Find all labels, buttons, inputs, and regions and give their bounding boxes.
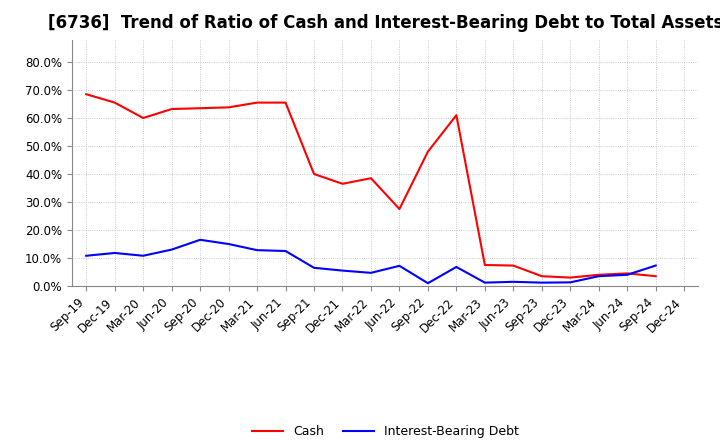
Cash [566, 275, 575, 280]
Cash [139, 115, 148, 121]
Interest-Bearing Debt [167, 247, 176, 252]
Cash [509, 263, 518, 268]
Cash [225, 105, 233, 110]
Interest-Bearing Debt [196, 237, 204, 242]
Interest-Bearing Debt [282, 248, 290, 253]
Cash [395, 206, 404, 212]
Interest-Bearing Debt [253, 248, 261, 253]
Cash [595, 272, 603, 278]
Line: Cash: Cash [86, 94, 656, 278]
Cash [167, 106, 176, 112]
Cash [452, 113, 461, 118]
Interest-Bearing Debt [395, 263, 404, 268]
Title: [6736]  Trend of Ratio of Cash and Interest-Bearing Debt to Total Assets: [6736] Trend of Ratio of Cash and Intere… [48, 15, 720, 33]
Interest-Bearing Debt [139, 253, 148, 258]
Interest-Bearing Debt [566, 280, 575, 285]
Interest-Bearing Debt [623, 272, 631, 278]
Interest-Bearing Debt [110, 250, 119, 256]
Cash [110, 100, 119, 105]
Interest-Bearing Debt [423, 281, 432, 286]
Interest-Bearing Debt [480, 280, 489, 285]
Interest-Bearing Debt [338, 268, 347, 273]
Interest-Bearing Debt [366, 270, 375, 275]
Cash [366, 176, 375, 181]
Cash [253, 100, 261, 105]
Cash [82, 92, 91, 97]
Line: Interest-Bearing Debt: Interest-Bearing Debt [86, 240, 656, 283]
Cash [652, 274, 660, 279]
Interest-Bearing Debt [310, 265, 318, 271]
Legend: Cash, Interest-Bearing Debt: Cash, Interest-Bearing Debt [247, 420, 523, 440]
Interest-Bearing Debt [595, 274, 603, 279]
Interest-Bearing Debt [452, 264, 461, 270]
Cash [338, 181, 347, 187]
Cash [196, 106, 204, 111]
Cash [537, 274, 546, 279]
Cash [423, 149, 432, 154]
Interest-Bearing Debt [509, 279, 518, 284]
Cash [623, 271, 631, 276]
Interest-Bearing Debt [225, 242, 233, 247]
Interest-Bearing Debt [537, 280, 546, 285]
Cash [310, 171, 318, 176]
Cash [282, 100, 290, 105]
Cash [480, 262, 489, 268]
Interest-Bearing Debt [652, 263, 660, 268]
Interest-Bearing Debt [82, 253, 91, 258]
